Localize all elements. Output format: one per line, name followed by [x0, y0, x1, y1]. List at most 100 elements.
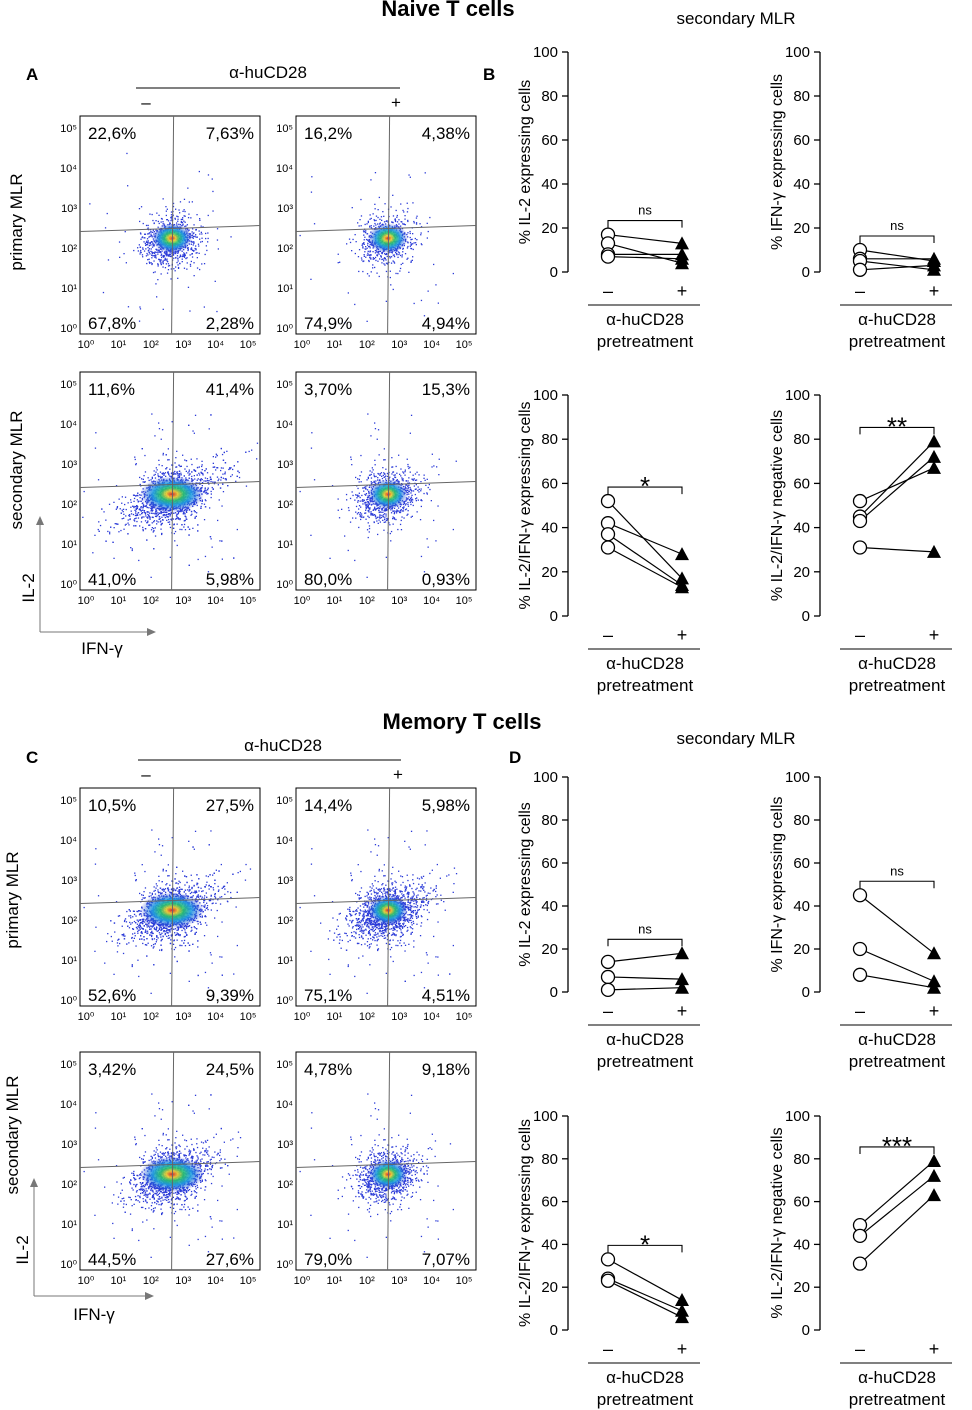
- flow-event: [427, 479, 428, 480]
- flow-x-tick: 10³: [175, 339, 191, 351]
- flow-event: [370, 251, 371, 252]
- flow-event: [416, 500, 417, 501]
- flow-event: [164, 255, 165, 256]
- flow-event: [369, 509, 370, 510]
- flow-event: [355, 518, 356, 519]
- flow-event: [179, 263, 180, 264]
- flow-event: [139, 221, 140, 222]
- flow-event: [384, 448, 385, 449]
- flow-event: [107, 213, 108, 214]
- flow-event: [185, 222, 186, 223]
- flow-event: [146, 225, 147, 226]
- flow-event: [145, 248, 146, 249]
- flow-event: [158, 250, 159, 251]
- flow-event: [377, 477, 378, 478]
- flow-event: [205, 238, 206, 239]
- flow-event: [416, 472, 417, 473]
- treatment-plus: +: [391, 93, 401, 112]
- flow-event: [188, 214, 189, 215]
- flow-event: [201, 238, 202, 239]
- flow-event: [125, 497, 126, 498]
- flow-event: [145, 513, 146, 514]
- flow-event: [357, 478, 358, 479]
- flow-event: [189, 201, 190, 202]
- flow-event: [152, 232, 153, 233]
- flow-event: [344, 535, 345, 536]
- flow-event: [225, 472, 226, 473]
- flow-event: [152, 263, 153, 264]
- flow-event: [141, 899, 142, 900]
- flow-event: [407, 232, 408, 233]
- flow-event: [427, 538, 428, 539]
- flow-event: [375, 515, 376, 516]
- flow-event: [180, 201, 181, 202]
- flow-event: [227, 485, 228, 486]
- flow-event: [374, 522, 375, 523]
- flow-event: [403, 517, 404, 518]
- flow-x-tick: 10³: [175, 595, 191, 607]
- flow-event: [126, 509, 127, 510]
- flow-event: [122, 518, 123, 519]
- flow-event: [193, 241, 194, 242]
- flow-event: [210, 414, 211, 415]
- flow-event: [407, 208, 408, 209]
- flow-event: [181, 222, 182, 223]
- flow-event: [392, 510, 393, 511]
- flow-event: [195, 248, 196, 249]
- flow-y-tick: 10²: [61, 243, 77, 255]
- flow-event: [206, 250, 207, 251]
- flow-event: [129, 516, 130, 517]
- flow-event: [417, 511, 418, 512]
- flow-event: [184, 513, 185, 514]
- row-label-primary-c: primary MLR: [3, 851, 22, 948]
- flow-event: [190, 266, 191, 267]
- flow-event: [423, 478, 424, 479]
- flow-event: [122, 496, 123, 497]
- flow-y-tick: 10⁵: [60, 123, 77, 135]
- flow-event: [186, 928, 187, 929]
- flow-event: [217, 477, 218, 478]
- flow-event: [403, 211, 404, 212]
- flow-event: [195, 229, 196, 230]
- flow-event: [362, 501, 363, 502]
- flow-event: [413, 505, 414, 506]
- flow-event: [144, 455, 145, 456]
- flow-event: [384, 513, 385, 514]
- flow-event: [166, 454, 167, 455]
- flow-event: [147, 247, 148, 248]
- flow-event: [221, 505, 222, 506]
- flow-event: [407, 464, 408, 465]
- flow-event: [135, 495, 136, 496]
- flow-event: [194, 275, 195, 276]
- flow-event: [174, 462, 175, 463]
- flow-event: [359, 249, 360, 250]
- flow-event: [165, 254, 166, 255]
- flow-event: [396, 473, 397, 474]
- flow-event: [406, 503, 407, 504]
- flow-event: [370, 179, 371, 180]
- flow-event: [385, 469, 386, 470]
- flow-event: [139, 321, 140, 322]
- flow-event: [382, 211, 383, 212]
- flow-event: [205, 233, 206, 234]
- flow-event: [412, 516, 413, 517]
- flow-event: [153, 475, 154, 476]
- flow-event: [169, 256, 170, 257]
- flow-event: [135, 512, 136, 513]
- flow-event: [361, 513, 362, 514]
- flow-event: [384, 203, 385, 204]
- flow-event: [137, 499, 138, 500]
- flow-event: [223, 478, 224, 479]
- flow-x-tick: 10³: [391, 339, 407, 351]
- flow-event: [401, 509, 402, 510]
- flow-event: [361, 225, 362, 226]
- flow-event: [138, 501, 139, 502]
- quadrant-upper-right: 7,63%: [206, 124, 254, 143]
- flow-event: [421, 232, 422, 233]
- flow-event: [199, 233, 200, 234]
- flow-event: [369, 487, 370, 488]
- flow-event: [201, 233, 202, 234]
- flow-event: [144, 250, 145, 251]
- naive-title: Naive T cells: [381, 0, 514, 21]
- flow-event: [158, 264, 159, 265]
